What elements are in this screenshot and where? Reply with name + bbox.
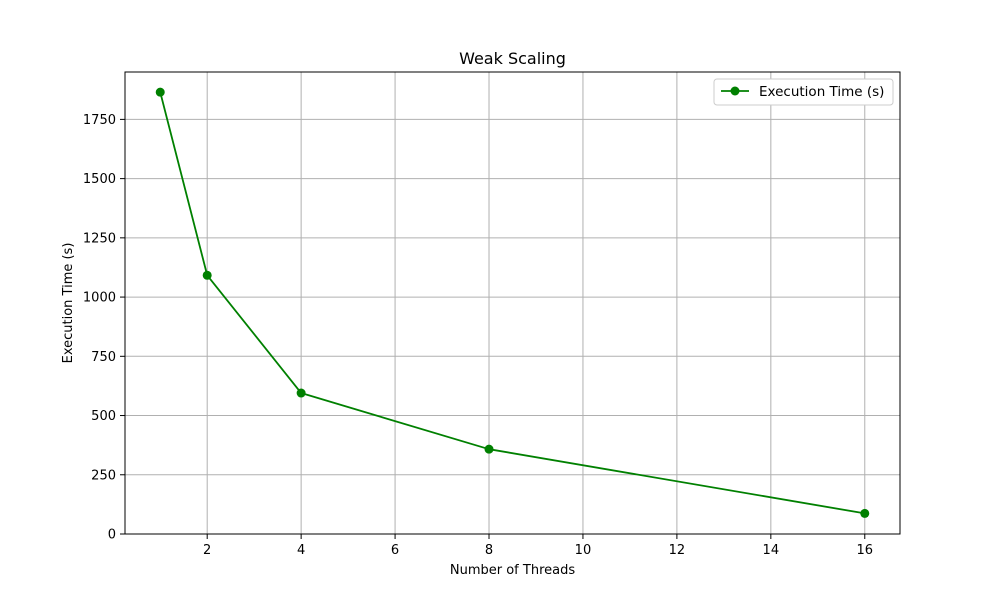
data-point <box>202 270 212 280</box>
legend-box <box>713 78 894 106</box>
x-axis-label: Number of Threads <box>450 563 575 578</box>
legend-marker <box>730 86 740 96</box>
x-tick-label: 4 <box>297 543 305 558</box>
legend: Execution Time (s) <box>713 78 894 106</box>
series-line <box>159 91 865 515</box>
x-tick-label: 14 <box>763 543 780 558</box>
x-axis-ticks: 2 4 6 8 10 12 14 16 <box>203 534 873 558</box>
y-axis-label: Execution Time (s) <box>61 243 76 364</box>
grid-lines <box>125 72 900 535</box>
y-tick-label: 0 <box>108 528 116 543</box>
legend-label: Execution Time (s) <box>759 84 884 100</box>
y-tick-label: 500 <box>91 409 116 424</box>
data-point <box>860 508 870 518</box>
data-point <box>296 388 306 398</box>
x-tick-label: 8 <box>485 543 493 558</box>
y-tick-label: 750 <box>91 350 116 365</box>
plot-frame <box>124 71 901 535</box>
data-point <box>155 87 165 97</box>
x-tick-label: 12 <box>669 543 686 558</box>
y-tick-label: 1750 <box>83 113 116 128</box>
y-tick-label: 1500 <box>83 172 116 187</box>
x-tick-label: 6 <box>391 543 399 558</box>
x-tick-label: 2 <box>203 543 211 558</box>
y-axis-ticks: 0 250 500 750 1000 1250 1500 1750 <box>83 113 125 543</box>
series-layer <box>155 87 870 518</box>
data-point <box>484 444 494 454</box>
y-tick-label: 250 <box>91 468 116 483</box>
y-tick-label: 1250 <box>83 231 116 246</box>
y-tick-label: 1000 <box>83 291 116 306</box>
chart-title: Weak Scaling <box>459 49 566 68</box>
x-tick-label: 10 <box>575 543 592 558</box>
x-tick-label: 16 <box>856 543 873 558</box>
